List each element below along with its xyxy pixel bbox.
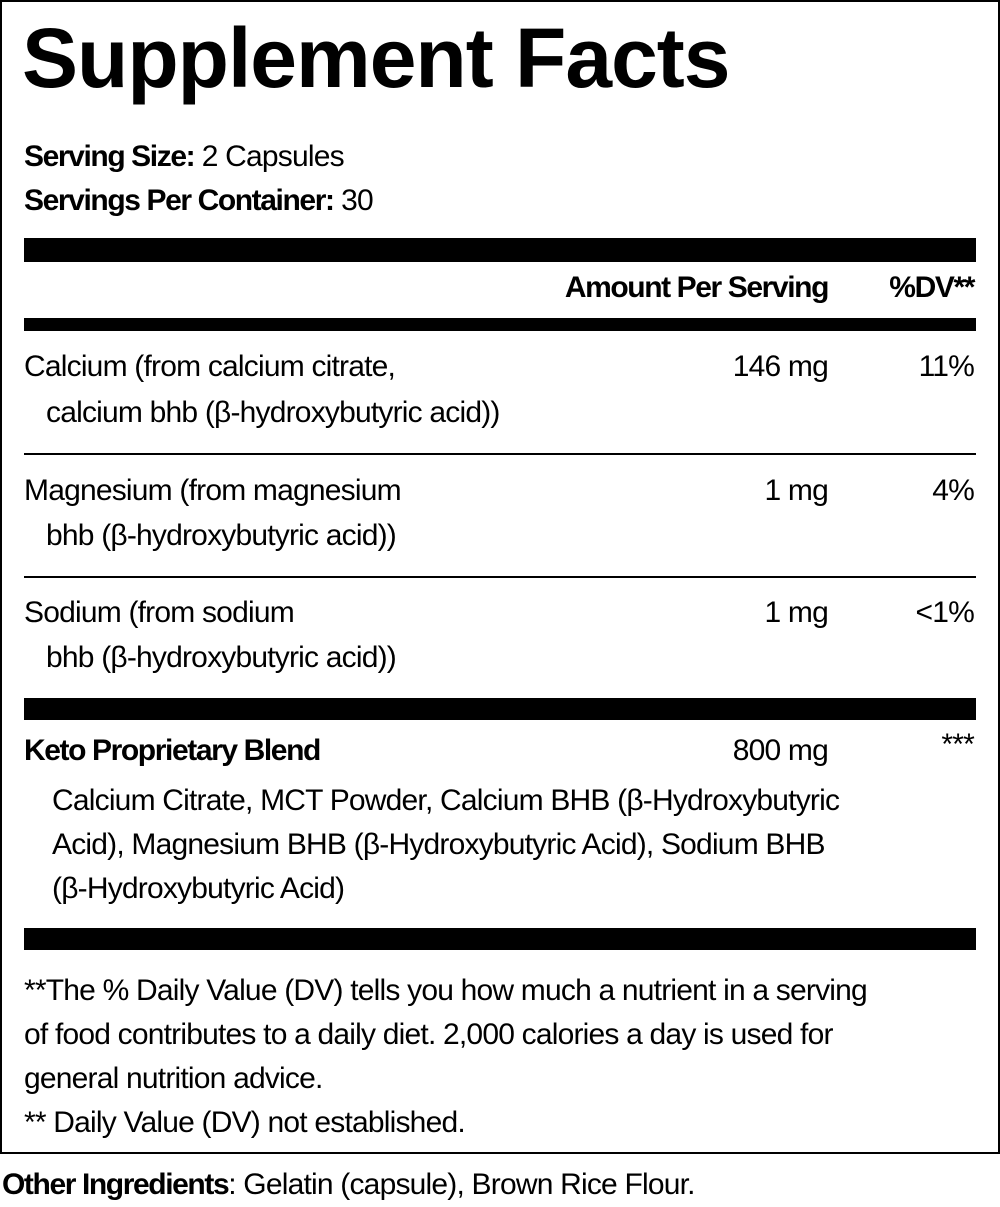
blend-ingredients-line: Calcium Citrate, MCT Powder, Calcium BHB… [52,784,840,817]
nutrient-name: Calcium (from calcium citrate, [24,350,396,383]
dv-header: %DV** [889,271,975,304]
thick-divider [24,238,976,262]
nutrient-amount: 1 mg [764,474,829,507]
nutrient-name-cont: bhb (β-hydroxybutyric acid)) [46,519,397,552]
nutrient-dv: <1% [915,596,975,629]
thick-divider [24,928,976,950]
serving-size-label: Serving Size: [24,140,196,173]
thin-divider [24,453,976,455]
amount-header: Amount Per Serving [564,271,830,304]
other-ingredients-value: : Gelatin (capsule), Brown Rice Flour. [228,1168,695,1201]
other-ingredients: Other Ingredients: Gelatin (capsule), Br… [2,1168,696,1201]
nutrient-name-cont: bhb (β-hydroxybutyric acid)) [46,641,397,674]
nutrient-name-cont: calcium bhb (β-hydroxybutyric acid)) [46,396,500,429]
nutrient-name: Sodium (from sodium [24,596,295,629]
blend-amount: 800 mg [732,734,829,767]
medium-divider [24,318,976,331]
thick-divider [24,698,976,720]
nutrient-amount: 1 mg [764,596,829,629]
blend-ingredients-line: (β-Hydroxybutyric Acid) [52,872,345,905]
thin-divider [24,576,976,578]
blend-name: Keto Proprietary Blend [24,734,321,767]
other-ingredients-label: Other Ingredients [2,1168,230,1201]
serving-size: Serving Size: 2 Capsules [24,140,345,173]
nutrient-dv: 4% [932,474,975,507]
nutrient-dv: 11% [918,350,975,383]
nutrient-amount: 146 mg [732,350,829,383]
footnote-line: **The % Daily Value (DV) tells you how m… [24,974,868,1007]
nutrient-name: Magnesium (from magnesium [24,474,402,507]
servings-per-container: Servings Per Container: 30 [24,184,374,217]
footnote-line: of food contributes to a daily diet. 2,0… [24,1018,833,1051]
supplement-facts-panel [0,0,1000,1154]
panel-title: Supplement Facts [22,11,730,105]
serving-size-value: 2 Capsules [201,140,345,173]
servings-value: 30 [341,184,374,217]
servings-label: Servings Per Container: [24,184,335,217]
footnote-line: general nutrition advice. [24,1062,323,1095]
blend-ingredients-line: Acid), Magnesium BHB (β-Hydroxybutyric A… [52,828,826,861]
blend-dv: *** [941,728,974,761]
footnote-line: ** Daily Value (DV) not established. [24,1106,466,1139]
